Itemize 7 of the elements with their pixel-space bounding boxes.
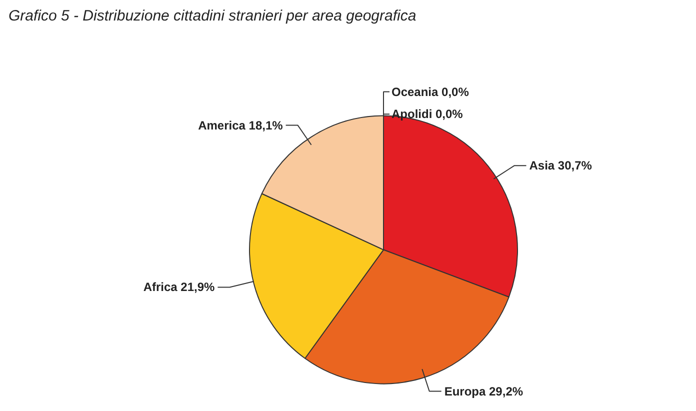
chart-title: Grafico 5 - Distribuzione cittadini stranieri per area geografica	[8, 8, 416, 24]
slice-label: Europa 29,2%	[444, 384, 524, 398]
legend-label: Apolidi 0,0%	[392, 107, 464, 122]
slice-label: America 18,1%	[198, 118, 284, 132]
slice-label: Asia 30,7%	[529, 158, 592, 173]
category-label: Oceania 0,0%	[392, 84, 469, 99]
slice-label: Africa 21,9%	[143, 280, 216, 294]
